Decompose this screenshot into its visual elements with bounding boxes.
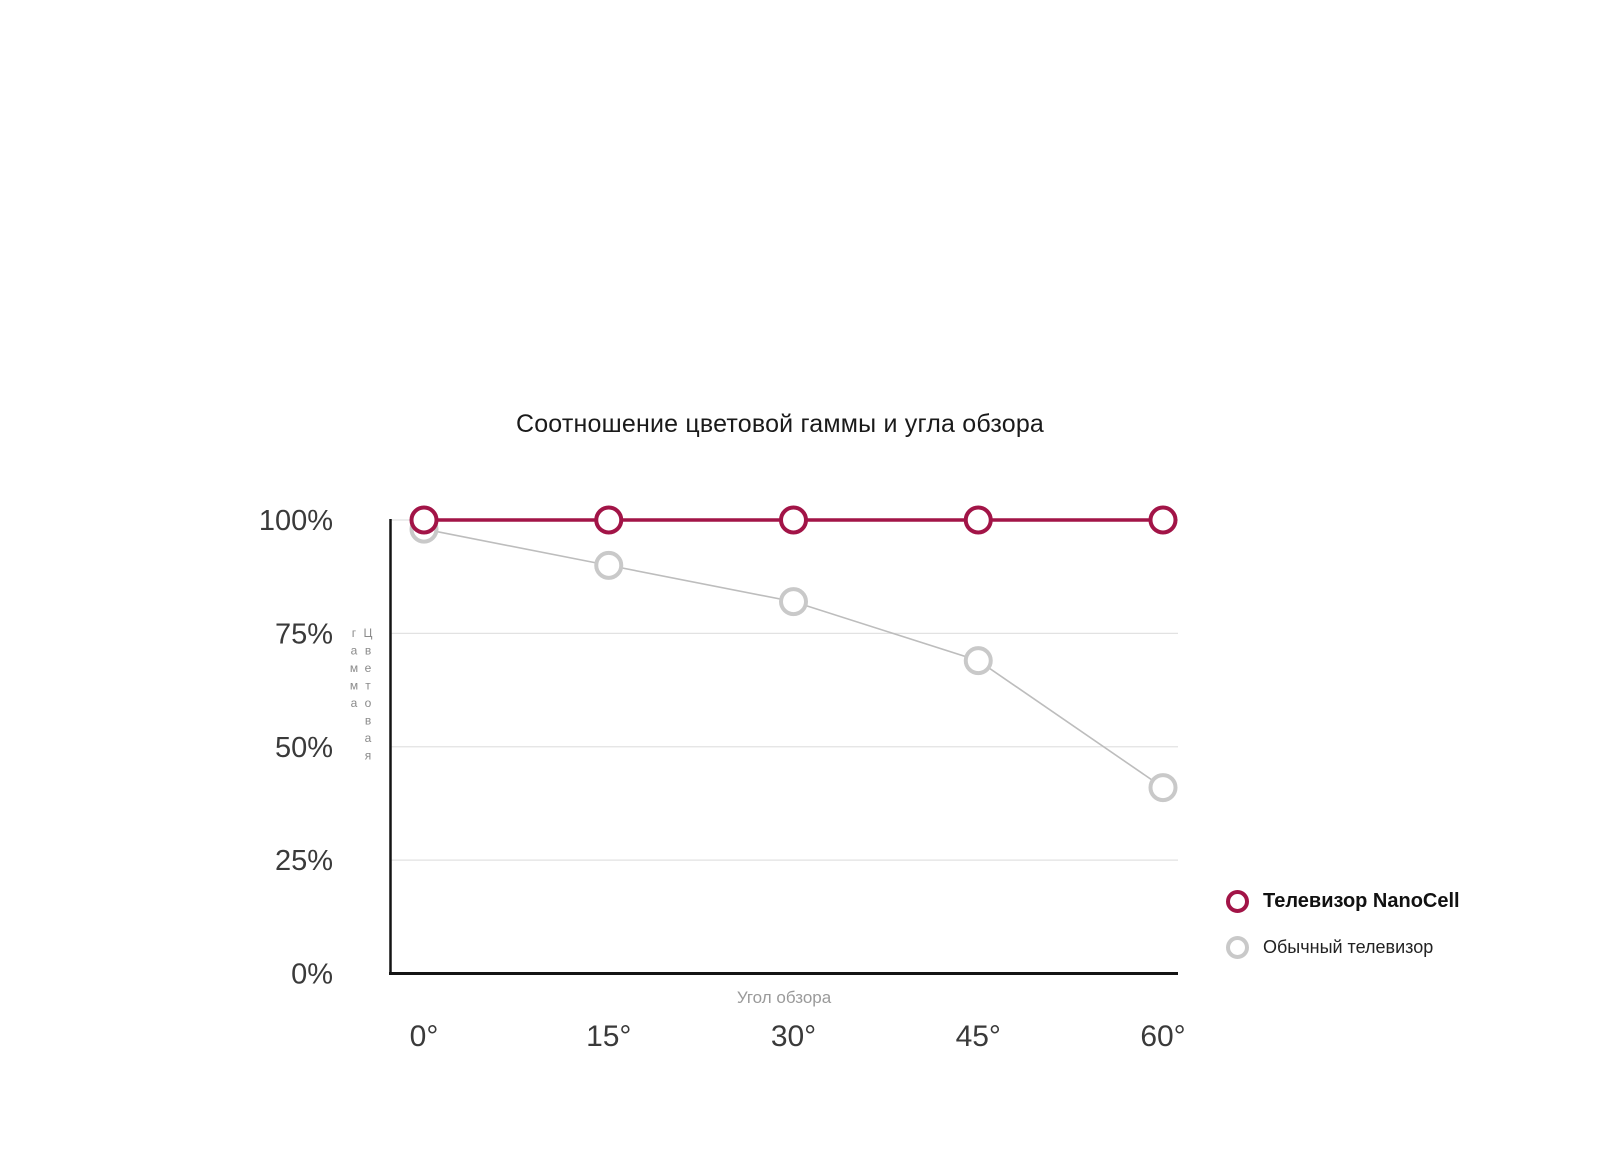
- series-1-marker-1: [594, 550, 624, 580]
- series-1-marker-4: [1148, 773, 1178, 803]
- y-tick-label-75: 75%: [275, 618, 333, 650]
- series-0-marker-0: [409, 505, 439, 535]
- legend-label-regular-tv: Обычный телевизор: [1263, 936, 1434, 957]
- x-tick-label-3: 45°: [956, 1020, 1001, 1053]
- regular-tv-series-marker-icon: [1226, 935, 1249, 959]
- y-axis-title: Цветовая гамма: [347, 626, 375, 766]
- x-tick-label-4: 60°: [1140, 1020, 1185, 1053]
- series-1-marker-2: [779, 587, 808, 617]
- y-tick-label-0: 0%: [291, 959, 333, 991]
- series-0-marker-1: [594, 505, 624, 535]
- series-0-marker-3: [963, 505, 993, 535]
- chart-title: Соотношение цветовой гаммы и угла обзора: [515, 410, 1045, 438]
- x-tick-label-1: 15°: [586, 1020, 631, 1053]
- legend-item-nanocell: Телевизор NanoCell: [1226, 888, 1460, 914]
- legend: Телевизор NanoCell Обычный телевизор: [1226, 888, 1460, 960]
- nanocell-series-marker-icon: [1226, 889, 1249, 913]
- x-axis-title: Угол обзора: [736, 988, 832, 1007]
- series-1-line: [423, 528, 1164, 789]
- series-1-marker-3: [963, 646, 993, 676]
- y-tick-label-100: 100%: [259, 505, 333, 537]
- series-0-marker-2: [779, 505, 808, 535]
- series-0-marker-4: [1148, 505, 1178, 535]
- x-tick-label-0: 0°: [410, 1020, 439, 1053]
- y-tick-label-25: 25%: [275, 845, 333, 877]
- x-tick-label-2: 30°: [771, 1020, 816, 1053]
- y-tick-label-50: 50%: [275, 732, 333, 764]
- legend-item-regular-tv: Обычный телевизор: [1226, 934, 1460, 960]
- legend-label-nanocell: Телевизор NanoCell: [1263, 889, 1460, 912]
